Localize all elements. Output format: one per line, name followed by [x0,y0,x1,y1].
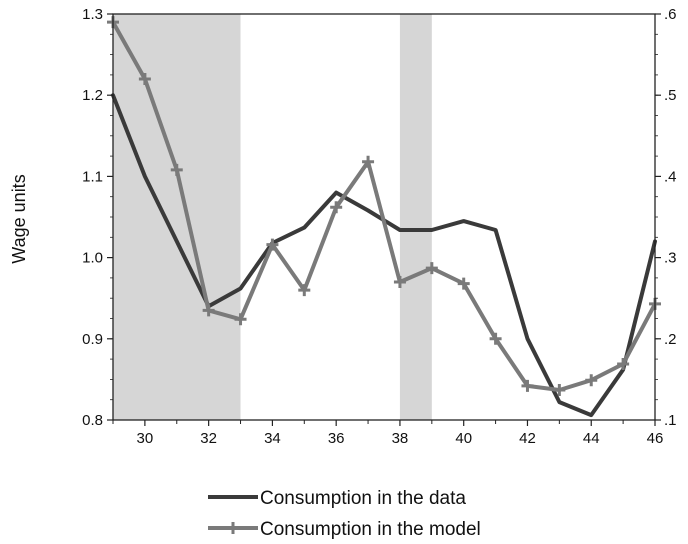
data-point-model [170,163,183,176]
y2-tick-label: .4 [664,168,677,185]
y-tick-label: 1.1 [82,168,103,185]
series-lines [107,16,661,418]
data-point-model [234,313,247,326]
y2-tick-label: .1 [664,412,677,429]
y2-tick-label: .6 [664,6,677,23]
data-point-model [330,201,343,214]
y-tick-label: 0.8 [82,412,103,429]
data-point-model [457,277,470,290]
data-point-model [617,357,630,370]
data-point-model [489,332,502,345]
shaded-region-0 [113,14,241,420]
data-point-model [266,238,279,251]
x-tick-label: 32 [200,430,217,447]
y2-tick-label: .3 [664,250,677,267]
y2-tick-label: .2 [664,331,677,348]
data-point-model [425,262,438,275]
y-tick-label: 1.2 [82,87,103,104]
y-axis-label: Wage units [9,174,29,263]
axes: 30 32 34 36 38 40 42 44 46 0.8 0.9 1.0 1.1 1.2 1.3 .1 .2… [82,6,676,447]
data-point-model [298,284,311,297]
data-point-model [362,155,375,168]
y2-tick-label: .5 [664,87,677,104]
data-point-model [585,374,598,387]
shaded-regions [113,14,432,420]
shaded-region-1 [399,14,432,420]
y-tick-label: 0.9 [82,331,103,348]
data-point-model [393,275,406,288]
legend: Consumption in the data Consumption in t… [208,488,481,540]
data-point-model [202,304,215,317]
data-point-model [521,379,534,392]
x-tick-label: 34 [264,430,281,447]
legend-marker-model [227,522,239,534]
legend-item-model: Consumption in the model [208,519,481,540]
legend-label-data: Consumption in the data [260,488,466,509]
data-point-model [138,72,151,85]
legend-label-model: Consumption in the model [260,519,481,540]
series-line-model [111,20,657,392]
x-tick-label: 44 [583,430,600,447]
x-tick-label: 40 [455,430,472,447]
y-tick-label: 1.0 [82,250,103,267]
data-point-model [553,383,566,396]
x-tick-label: 42 [519,430,536,447]
x-tick-label: 30 [137,430,154,447]
x-tick-label: 36 [328,430,345,447]
x-tick-label: 46 [647,430,664,447]
legend-item-data: Consumption in the data [208,488,466,509]
x-tick-label: 38 [392,430,409,447]
y-tick-label: 1.3 [82,6,103,23]
